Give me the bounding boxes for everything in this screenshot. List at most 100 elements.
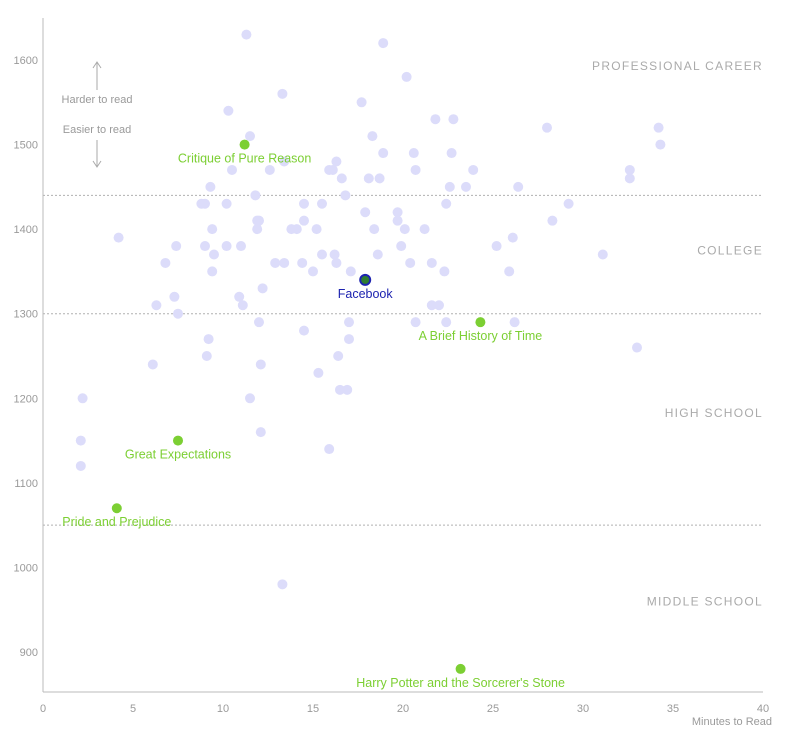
data-point	[169, 291, 180, 302]
data-point	[277, 579, 288, 590]
data-point	[324, 444, 335, 455]
highlighted-points: Critique of Pure Reason Facebook A Brief H…	[62, 139, 565, 690]
data-point	[255, 427, 266, 438]
data-point	[434, 300, 444, 311]
x-tick-label: 10	[217, 703, 229, 715]
data-point	[331, 156, 342, 167]
band-label: COLLEGE	[697, 244, 763, 258]
book-label: Harry Potter and the Sorcerer's Stone	[356, 676, 565, 690]
data-point	[205, 181, 216, 192]
data-point	[270, 257, 281, 268]
data-point	[378, 148, 389, 159]
data-point	[401, 71, 412, 82]
data-point	[491, 241, 502, 252]
data-point	[160, 257, 171, 268]
data-point	[250, 190, 261, 201]
up-arrowhead-icon	[92, 61, 102, 69]
y-tick-label: 1200	[14, 393, 38, 405]
data-point	[468, 164, 479, 175]
x-tick-label: 40	[757, 703, 769, 715]
facebook-point	[359, 273, 372, 286]
x-tick-label: 25	[487, 703, 499, 715]
data-point	[335, 384, 345, 395]
y-tick-label: 900	[20, 647, 38, 659]
data-point	[201, 351, 212, 361]
difficulty-hints: Harder to read Easier to read	[62, 61, 133, 168]
data-point	[426, 257, 437, 268]
book-label: Great Expectations	[125, 448, 231, 462]
y-tick-label: 1300	[14, 309, 38, 321]
facebook-label: Facebook	[338, 287, 394, 301]
data-point	[221, 241, 232, 252]
axes	[42, 18, 763, 693]
data-point	[363, 173, 374, 184]
data-point	[369, 224, 380, 235]
data-point	[344, 334, 354, 345]
data-point	[221, 198, 232, 209]
data-point	[171, 241, 182, 252]
data-point	[311, 224, 322, 235]
data-point	[396, 241, 407, 252]
data-point	[439, 266, 450, 277]
data-point	[200, 241, 210, 252]
book-point	[475, 317, 486, 328]
data-point	[77, 393, 88, 404]
data-point	[331, 257, 342, 268]
data-point	[299, 215, 309, 226]
data-point	[237, 300, 248, 311]
data-point	[173, 308, 183, 319]
data-point	[147, 359, 158, 370]
data-point	[75, 460, 86, 471]
x-tick-label: 0	[40, 703, 46, 715]
data-point	[653, 122, 664, 133]
data-point	[419, 224, 430, 235]
data-point	[327, 164, 338, 175]
data-point	[408, 148, 419, 159]
data-point	[313, 367, 324, 378]
data-point	[279, 156, 290, 167]
data-point	[430, 114, 441, 125]
x-axis-label: Minutes to Read	[692, 716, 772, 728]
easier-to-read-label: Easier to read	[63, 124, 131, 136]
harder-to-read-label: Harder to read	[62, 94, 133, 106]
data-point	[405, 257, 416, 268]
data-point	[75, 435, 86, 446]
data-point	[336, 173, 347, 184]
data-point	[264, 164, 275, 175]
data-point	[461, 181, 471, 192]
data-point	[254, 215, 264, 226]
band-labels: PROFESSIONAL CAREER COLLEGE HIGH SCHOOL MID…	[592, 59, 763, 608]
data-point	[297, 257, 308, 268]
y-tick-label: 1000	[14, 562, 38, 574]
x-tick-labels: 0 5 10 15 20 25 30 35 40	[40, 703, 769, 715]
data-point	[547, 215, 558, 226]
book-point	[173, 435, 183, 446]
x-tick-label: 15	[307, 703, 319, 715]
data-point	[367, 131, 378, 142]
y-tick-label: 1100	[14, 478, 38, 490]
data-point	[345, 266, 356, 277]
data-point	[329, 249, 340, 260]
book-label: A Brief History of Time	[419, 329, 543, 343]
threshold-gridlines	[43, 194, 763, 526]
data-point	[392, 207, 403, 218]
data-point	[257, 283, 268, 294]
data-point	[513, 181, 524, 192]
data-point	[200, 198, 210, 209]
data-point	[227, 164, 237, 175]
data-point	[299, 325, 309, 336]
y-tick-label: 1400	[14, 224, 38, 236]
data-point	[372, 249, 383, 260]
data-point	[410, 164, 421, 175]
data-point	[344, 317, 354, 328]
data-point	[542, 122, 552, 133]
data-point	[410, 317, 421, 328]
y-tick-labels: 900 1000 1100 1200 1300 1400 1500 1600	[14, 55, 38, 659]
data-point	[441, 317, 452, 328]
data-point	[342, 384, 353, 395]
book-label: Critique of Pure Reason	[178, 152, 311, 166]
data-point	[333, 351, 344, 361]
data-point	[277, 88, 288, 99]
data-point	[563, 198, 574, 209]
